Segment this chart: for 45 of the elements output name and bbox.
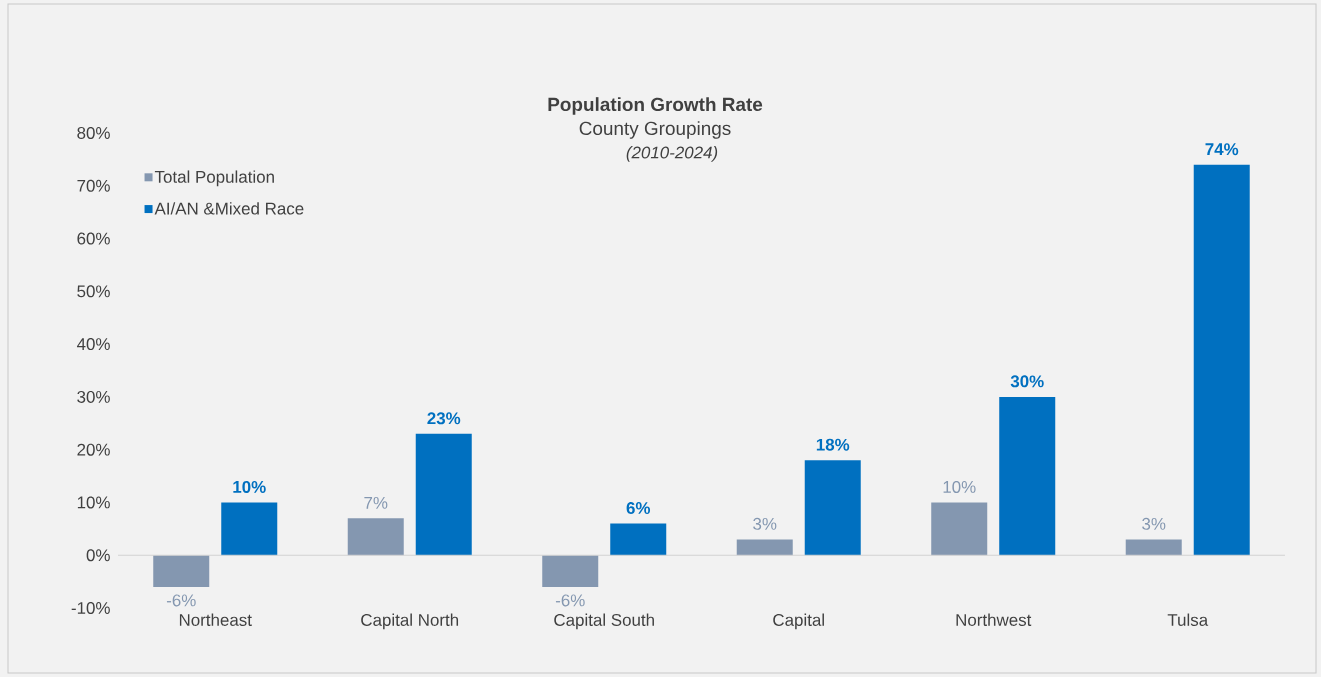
- data-label: 10%: [233, 480, 266, 493]
- x-tick-label: Northeast: [179, 613, 252, 626]
- bar: [415, 433, 472, 556]
- data-label: -6%: [555, 594, 585, 607]
- data-label: 6%: [626, 502, 651, 515]
- x-tick-label: Tulsa: [1167, 613, 1209, 626]
- bar: [931, 502, 988, 556]
- bar: [804, 460, 861, 556]
- x-tick-label: Capital North: [361, 613, 459, 630]
- bar: [736, 539, 793, 556]
- data-label: 74%: [1205, 143, 1239, 156]
- chart-subtitle: County Groupings: [579, 121, 731, 139]
- bar: [1193, 164, 1250, 556]
- y-tick-label: 40%: [76, 338, 110, 351]
- y-tick-label: 70%: [77, 179, 110, 192]
- legend-label: Total Population: [154, 170, 274, 187]
- y-tick-label: 80%: [77, 126, 110, 139]
- x-tick-label: Northwest: [956, 613, 1032, 626]
- y-tick-label: 60%: [77, 232, 110, 245]
- y-tick-label: 20%: [77, 443, 110, 456]
- bar: [347, 518, 404, 556]
- y-tick-label: 50%: [77, 285, 110, 298]
- data-label: 3%: [1142, 517, 1166, 530]
- chart-title: Population Growth Rate: [548, 97, 763, 115]
- y-tick-label: 30%: [77, 390, 110, 403]
- data-label: 3%: [753, 517, 777, 530]
- y-tick-label: 0%: [86, 549, 110, 562]
- data-label: 30%: [1010, 375, 1044, 388]
- data-label: 10%: [943, 480, 976, 493]
- bar: [610, 523, 667, 556]
- bar: [221, 502, 278, 556]
- data-label: 23%: [427, 412, 461, 425]
- y-tick-label: -10%: [71, 602, 110, 614]
- bar: [999, 396, 1056, 556]
- x-tick-label: Capital: [773, 613, 824, 630]
- y-tick-label: 10%: [77, 496, 110, 509]
- x-tick-label: Capital South: [554, 613, 654, 630]
- data-label: -6%: [166, 594, 196, 607]
- legend-label: AI/AN &Mixed Race: [154, 202, 304, 215]
- bar: [542, 555, 599, 587]
- bar: [153, 555, 210, 587]
- bar: [1125, 539, 1182, 556]
- data-label: 7%: [364, 496, 388, 509]
- data-label: 18%: [816, 438, 850, 451]
- annotation: (2010-2024): [626, 146, 718, 162]
